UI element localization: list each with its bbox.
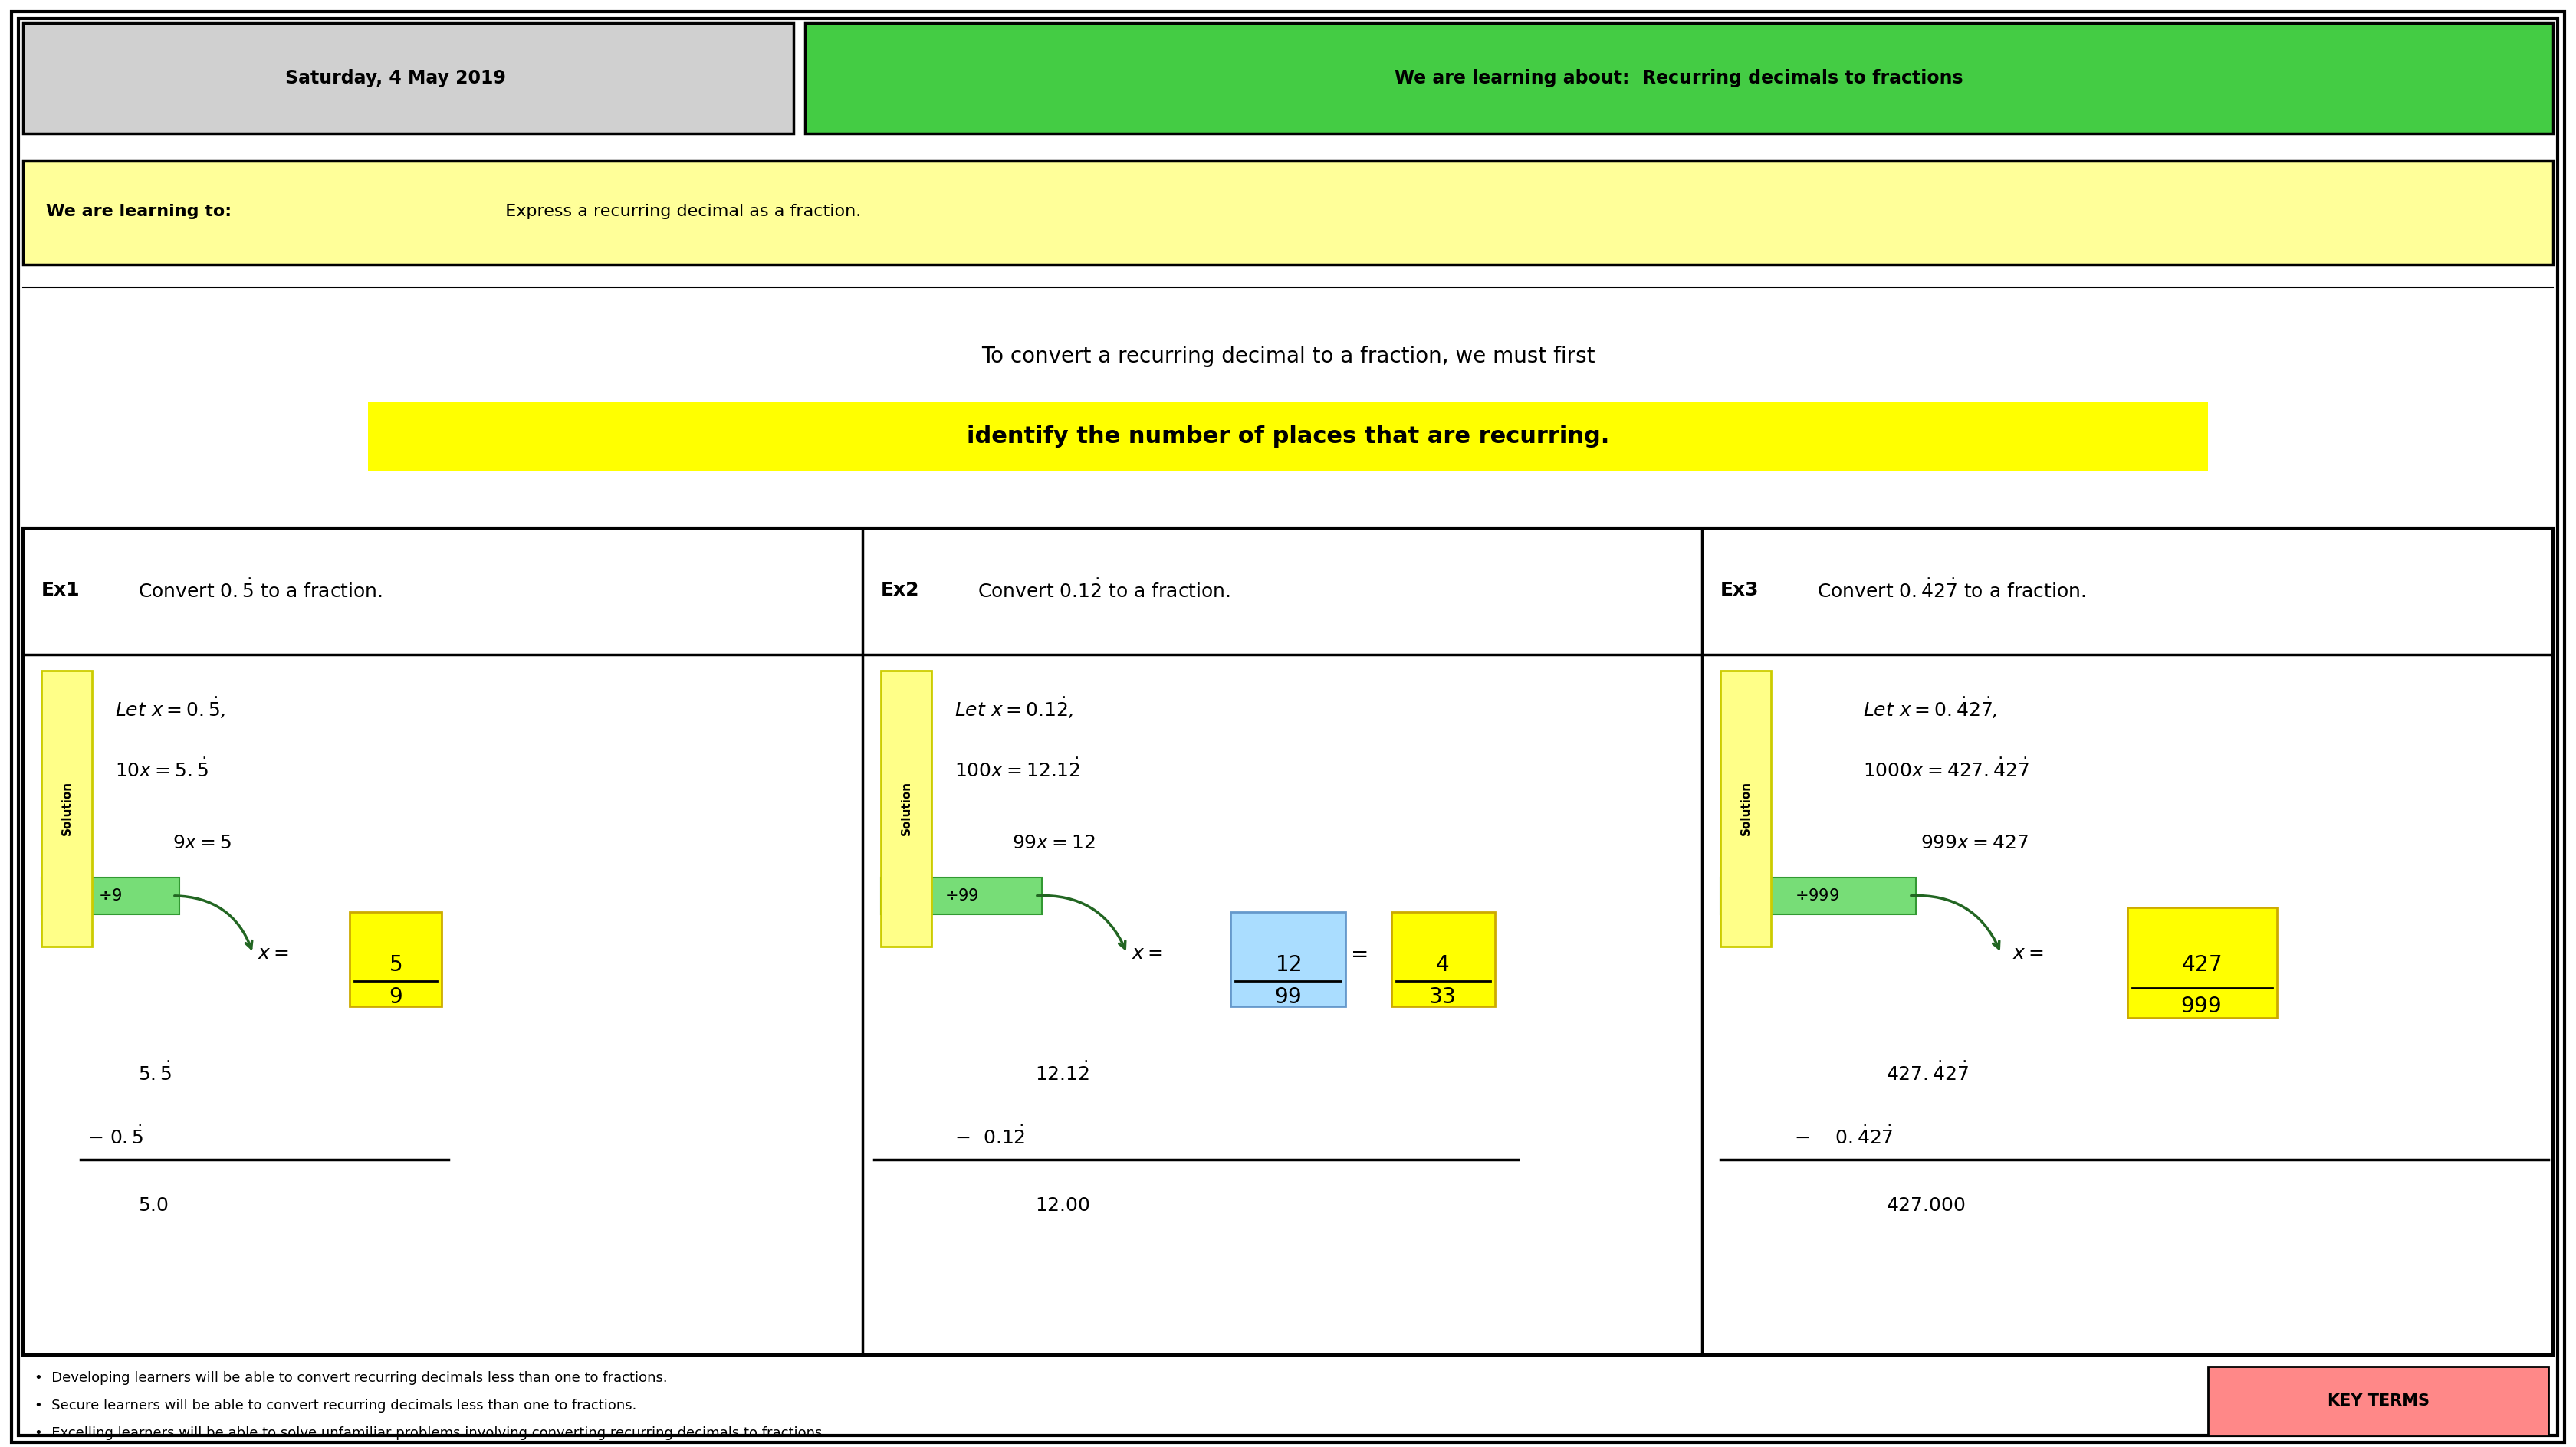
FancyArrowPatch shape bbox=[1038, 896, 1126, 949]
Text: $-\ 0.\dot{5}$: $-\ 0.\dot{5}$ bbox=[88, 1126, 144, 1149]
Text: $999x = 427$: $999x = 427$ bbox=[1922, 833, 2027, 852]
Text: •  Developing learners will be able to convert recurring decimals less than one : • Developing learners will be able to co… bbox=[33, 1372, 667, 1385]
Text: $427.000$: $427.000$ bbox=[1886, 1197, 1965, 1215]
Text: $5.0$: $5.0$ bbox=[139, 1197, 170, 1215]
Text: $5$: $5$ bbox=[389, 954, 402, 975]
Text: identify the number of places that are recurring.: identify the number of places that are r… bbox=[966, 425, 1610, 447]
Bar bbox=[2128, 907, 2277, 1017]
Text: We are learning about:  Recurring decimals to fractions: We are learning about: Recurring decimal… bbox=[1394, 69, 1963, 87]
Bar bbox=[41, 877, 180, 915]
Bar bbox=[806, 23, 2553, 133]
Text: Solution: Solution bbox=[62, 781, 72, 836]
Text: Ex1: Ex1 bbox=[41, 582, 80, 599]
Text: Express a recurring decimal as a fraction.: Express a recurring decimal as a fractio… bbox=[495, 204, 860, 218]
Bar bbox=[23, 23, 793, 133]
Text: KEY TERMS: KEY TERMS bbox=[2326, 1393, 2429, 1409]
Bar bbox=[1391, 912, 1494, 1006]
Bar bbox=[1721, 670, 1772, 946]
Bar bbox=[2208, 1366, 2548, 1435]
Text: $33$: $33$ bbox=[1430, 985, 1455, 1007]
Bar bbox=[350, 912, 440, 1006]
Text: $x = $: $x = $ bbox=[2012, 943, 2043, 962]
Text: $x = $: $x = $ bbox=[1131, 943, 1162, 962]
FancyArrowPatch shape bbox=[175, 896, 252, 948]
Bar bbox=[1231, 912, 1345, 1006]
Text: $10x = 5.\dot{5}$: $10x = 5.\dot{5}$ bbox=[116, 758, 209, 781]
Text: $12$: $12$ bbox=[1275, 954, 1301, 975]
Text: $\div 99$: $\div 99$ bbox=[945, 888, 979, 903]
Text: $427$: $427$ bbox=[2182, 954, 2221, 975]
Text: To convert a recurring decimal to a fraction, we must first: To convert a recurring decimal to a frac… bbox=[981, 346, 1595, 366]
Text: $999$: $999$ bbox=[2182, 996, 2221, 1017]
Text: $4$: $4$ bbox=[1435, 954, 1450, 975]
Bar bbox=[23, 528, 2553, 1356]
Bar bbox=[368, 402, 2208, 470]
Text: $5.\dot{5}$: $5.\dot{5}$ bbox=[139, 1061, 173, 1084]
Text: Let $x = 0.1\dot{2}$,: Let $x = 0.1\dot{2}$, bbox=[956, 695, 1074, 721]
Text: $=$: $=$ bbox=[1347, 942, 1368, 964]
Text: $99$: $99$ bbox=[1275, 985, 1301, 1007]
Text: Saturday, 4 May 2019: Saturday, 4 May 2019 bbox=[286, 69, 505, 87]
Text: Ex2: Ex2 bbox=[881, 582, 920, 599]
Text: $1000x = 427.\dot{4}2\dot{7}$: $1000x = 427.\dot{4}2\dot{7}$ bbox=[1862, 758, 2030, 781]
Text: •  Secure learners will be able to convert recurring decimals less than one to f: • Secure learners will be able to conver… bbox=[33, 1399, 636, 1412]
FancyArrowPatch shape bbox=[1911, 896, 1999, 949]
Text: $\div 999$: $\div 999$ bbox=[1795, 888, 1839, 903]
Text: $12.1\dot{2}$: $12.1\dot{2}$ bbox=[1036, 1061, 1090, 1084]
Text: $x = $: $x = $ bbox=[258, 943, 289, 962]
Bar bbox=[23, 161, 2553, 265]
Bar bbox=[1721, 877, 1917, 915]
Text: Let $x = 0.\dot{4}2\dot{7}$,: Let $x = 0.\dot{4}2\dot{7}$, bbox=[1862, 695, 1999, 721]
Text: $99x = 12$: $99x = 12$ bbox=[1012, 833, 1095, 852]
Text: Ex3: Ex3 bbox=[1721, 582, 1759, 599]
Text: $9x = 5$: $9x = 5$ bbox=[173, 833, 232, 852]
Text: •  Excelling learners will be able to solve unfamiliar problems involving conver: • Excelling learners will be able to sol… bbox=[33, 1427, 827, 1440]
Text: $12.00$: $12.00$ bbox=[1036, 1197, 1090, 1215]
Text: We are learning to:: We are learning to: bbox=[46, 204, 232, 218]
Text: $-\ \ \ \ 0.\dot{4}2\dot{7}$: $-\ \ \ \ 0.\dot{4}2\dot{7}$ bbox=[1793, 1126, 1893, 1149]
Text: $\div 9$: $\div 9$ bbox=[98, 888, 124, 903]
Bar bbox=[881, 877, 1041, 915]
Text: Let $x = 0.\dot{5}$,: Let $x = 0.\dot{5}$, bbox=[116, 695, 224, 721]
Text: Convert $0.\dot{5}$ to a fraction.: Convert $0.\dot{5}$ to a fraction. bbox=[139, 579, 384, 602]
Text: $427.\dot{4}2\dot{7}$: $427.\dot{4}2\dot{7}$ bbox=[1886, 1061, 1968, 1084]
Text: $100x = 12.1\dot{2}$: $100x = 12.1\dot{2}$ bbox=[956, 758, 1079, 781]
Text: Solution: Solution bbox=[1739, 781, 1752, 836]
Text: $-\ \ 0.1\dot{2}$: $-\ \ 0.1\dot{2}$ bbox=[956, 1126, 1025, 1149]
Bar bbox=[881, 670, 933, 946]
Text: $9$: $9$ bbox=[389, 985, 402, 1007]
Text: Convert $0.1\dot{2}$ to a fraction.: Convert $0.1\dot{2}$ to a fraction. bbox=[976, 579, 1231, 602]
Text: Convert $0.\dot{4}2\dot{7}$ to a fraction.: Convert $0.\dot{4}2\dot{7}$ to a fractio… bbox=[1816, 579, 2087, 602]
Bar bbox=[41, 670, 93, 946]
Text: Solution: Solution bbox=[902, 781, 912, 836]
